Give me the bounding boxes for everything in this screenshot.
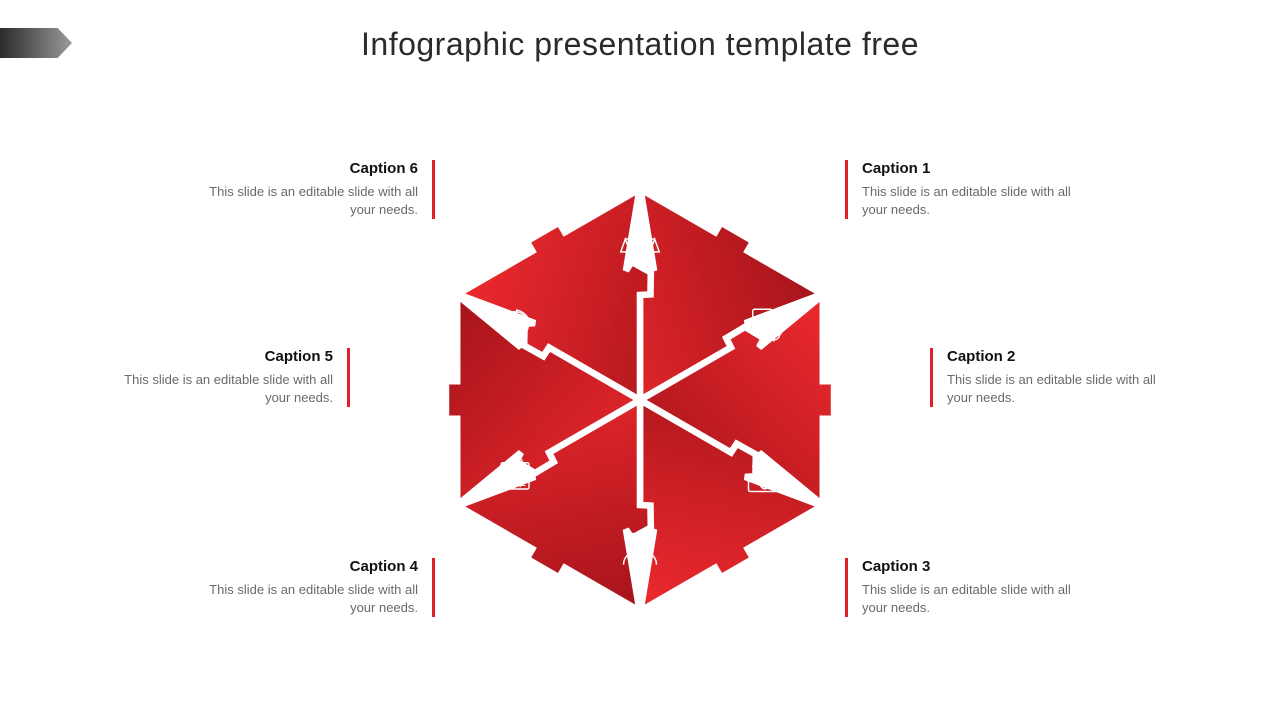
caption-3-desc: This slide is an editable slide with all… xyxy=(862,581,1075,617)
caption-4: Caption 4 This slide is an editable slid… xyxy=(205,558,435,617)
page-title: Infographic presentation template free xyxy=(0,26,1280,63)
caption-6-desc: This slide is an editable slide with all… xyxy=(205,183,418,219)
caption-4-title: Caption 4 xyxy=(205,558,418,575)
caption-4-desc: This slide is an editable slide with all… xyxy=(205,581,418,617)
caption-2-title: Caption 2 xyxy=(947,348,1160,365)
caption-2-desc: This slide is an editable slide with all… xyxy=(947,371,1160,407)
caption-5-desc: This slide is an editable slide with all… xyxy=(120,371,333,407)
people-icon xyxy=(618,528,662,572)
document-gear-icon xyxy=(744,304,786,346)
money-growth-icon: $ xyxy=(743,453,787,497)
piechart-icon xyxy=(495,305,535,345)
caption-6-title: Caption 6 xyxy=(205,160,418,177)
caption-6: Caption 6 This slide is an editable slid… xyxy=(205,160,435,219)
caption-5: Caption 5 This slide is an editable slid… xyxy=(120,348,350,407)
caption-1-title: Caption 1 xyxy=(862,160,1075,177)
svg-text:$: $ xyxy=(763,482,767,489)
caption-3-title: Caption 3 xyxy=(862,558,1075,575)
caption-3: Caption 3 This slide is an editable slid… xyxy=(845,558,1075,617)
caption-1-desc: This slide is an editable slide with all… xyxy=(862,183,1075,219)
scales-icon xyxy=(618,228,662,272)
caption-5-title: Caption 5 xyxy=(120,348,333,365)
caption-2: Caption 2 This slide is an editable slid… xyxy=(930,348,1160,407)
caption-1: Caption 1 This slide is an editable slid… xyxy=(845,160,1075,219)
calendar-icon xyxy=(494,454,536,496)
